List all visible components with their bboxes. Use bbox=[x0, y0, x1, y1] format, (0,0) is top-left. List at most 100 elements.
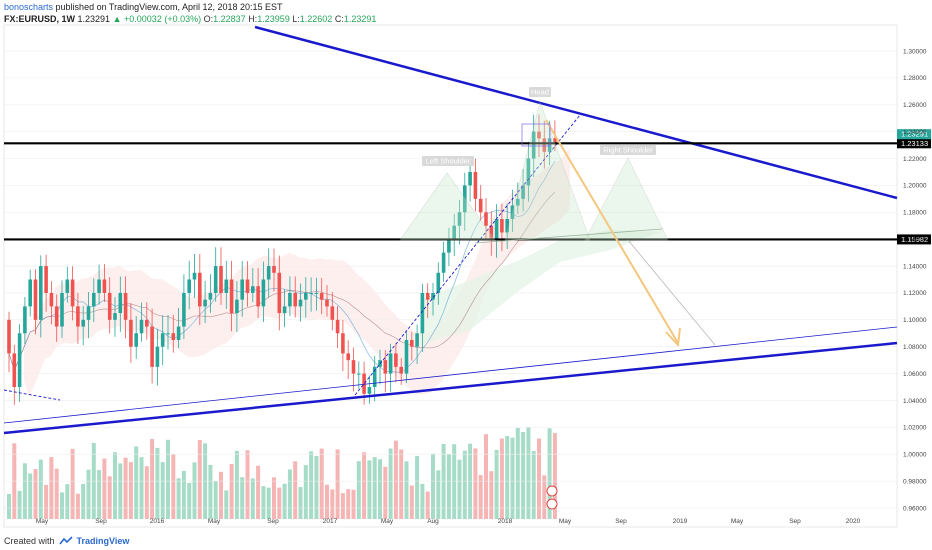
author-link[interactable]: bonoscharts bbox=[4, 2, 54, 12]
candle-body bbox=[235, 299, 239, 314]
ichimoku-cloud-bull bbox=[420, 230, 660, 345]
volume-bar bbox=[526, 427, 531, 519]
candle-body bbox=[425, 292, 430, 300]
y-tick-label: 1.08000 bbox=[903, 344, 927, 351]
volume-bar bbox=[383, 466, 388, 519]
candle-body bbox=[219, 266, 223, 293]
price-change: +0.00032 (+0.03%) bbox=[124, 14, 202, 24]
volume-bar bbox=[367, 460, 372, 519]
candle-body bbox=[60, 292, 64, 327]
candle-body bbox=[547, 138, 552, 152]
candle-body bbox=[436, 272, 441, 293]
candle-body bbox=[351, 360, 356, 374]
publish-line: bonoscharts published on TradingView.com… bbox=[4, 1, 904, 13]
candle-body bbox=[542, 138, 547, 152]
candle-body bbox=[441, 252, 446, 273]
descending-trendline bbox=[254, 25, 898, 200]
event-flag-icon[interactable] bbox=[546, 485, 558, 497]
candle-body bbox=[134, 333, 138, 347]
candle-body bbox=[478, 198, 483, 213]
volume-bar bbox=[521, 432, 526, 519]
volume-bar bbox=[510, 437, 515, 519]
candle-body bbox=[489, 225, 494, 240]
volume-bar bbox=[245, 450, 250, 519]
event-flag-icon[interactable] bbox=[546, 498, 558, 510]
y-tick-label: 1.22000 bbox=[903, 156, 927, 163]
pattern-label-box bbox=[600, 145, 656, 155]
candle-body bbox=[192, 272, 197, 280]
volume-bar bbox=[303, 465, 308, 519]
volume-bar bbox=[176, 478, 181, 519]
x-tick-label: May bbox=[208, 518, 221, 525]
x-tick-label: Sep bbox=[267, 518, 279, 525]
volume-bar bbox=[107, 476, 112, 519]
tradingview-brand[interactable]: TradingView bbox=[76, 536, 130, 546]
pattern-label: Left Shoulder bbox=[426, 157, 471, 166]
candle-body bbox=[362, 373, 366, 394]
candle-body bbox=[28, 279, 32, 307]
volume-bar bbox=[282, 483, 287, 519]
candle-body bbox=[139, 319, 144, 334]
volume-bar bbox=[97, 470, 102, 519]
volume-bar bbox=[452, 444, 457, 519]
volume-bar bbox=[494, 449, 499, 519]
x-tick-label: Sep bbox=[95, 518, 107, 525]
volume-bar bbox=[171, 454, 176, 519]
volume-bar bbox=[293, 461, 298, 519]
volume-bar bbox=[7, 494, 11, 519]
y-tick-label: 1.04000 bbox=[903, 398, 927, 405]
candle-body bbox=[394, 353, 398, 367]
close-value: 1.23291 bbox=[343, 14, 377, 24]
candle-body bbox=[272, 266, 276, 273]
volume-bar bbox=[197, 440, 202, 519]
volume-bar bbox=[155, 447, 160, 519]
volume-bar bbox=[187, 482, 192, 519]
volume-bar bbox=[420, 483, 425, 519]
open-label: O: bbox=[203, 14, 214, 24]
volume-bar bbox=[113, 452, 117, 519]
candle-body bbox=[463, 185, 467, 213]
x-tick-label: 2020 bbox=[846, 518, 861, 525]
volume-bar bbox=[547, 428, 552, 519]
volume-bar bbox=[457, 459, 462, 519]
volume-bar bbox=[499, 438, 504, 519]
volume-bar bbox=[552, 433, 557, 519]
low-value: 1.22602 bbox=[299, 14, 333, 24]
baseline-line bbox=[8, 191, 556, 372]
candle-body bbox=[494, 219, 499, 240]
volume-bar bbox=[335, 449, 340, 519]
volume-bar bbox=[446, 454, 451, 519]
candle-body bbox=[500, 219, 504, 233]
volume-bar bbox=[144, 466, 149, 519]
pattern-label-box bbox=[422, 156, 474, 166]
x-tick-label: 2019 bbox=[673, 518, 688, 525]
volume-bar bbox=[515, 427, 520, 519]
last-price: 1.23291 bbox=[77, 14, 111, 24]
candle-body bbox=[86, 306, 91, 320]
volume-bar bbox=[537, 438, 541, 519]
candle-body bbox=[468, 171, 472, 186]
symbol-label[interactable]: FX:EURUSD, 1W bbox=[4, 14, 76, 24]
candle-body bbox=[510, 205, 515, 220]
volume-bar bbox=[213, 481, 218, 519]
candle-body bbox=[330, 306, 335, 320]
volume-bar bbox=[473, 448, 478, 519]
volume-bar bbox=[431, 453, 435, 519]
volume-bar bbox=[489, 471, 494, 519]
volume-bar bbox=[256, 465, 261, 519]
volume-bar bbox=[388, 448, 393, 519]
published-text: published on TradingView.com, April 12, … bbox=[55, 2, 283, 12]
volume-bar bbox=[287, 469, 292, 519]
candle-body bbox=[505, 219, 509, 233]
volume-bar bbox=[325, 484, 329, 519]
volume-bar bbox=[54, 468, 59, 519]
x-tick-label: May bbox=[731, 518, 744, 525]
candle-body bbox=[54, 306, 59, 327]
y-tick-label: 1.28000 bbox=[903, 75, 927, 82]
candle-body bbox=[383, 360, 388, 374]
ohlc-line: FX:EURUSD, 1W 1.23291 ▲ +0.00032 (+0.03%… bbox=[4, 13, 904, 25]
close-label: C: bbox=[334, 14, 344, 24]
volume-bar bbox=[399, 449, 404, 519]
candle-body bbox=[251, 286, 255, 293]
